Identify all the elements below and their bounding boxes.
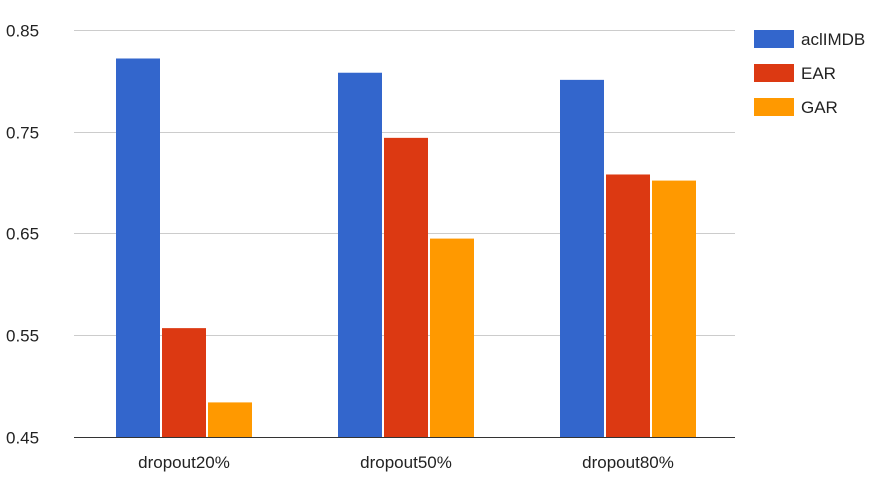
x-tick-label: dropout20% bbox=[138, 453, 230, 472]
y-tick-label: 0.75 bbox=[6, 124, 39, 143]
bar-aclimdb-dropout80 bbox=[560, 79, 604, 438]
legend: aclIMDB EAR GAR bbox=[754, 30, 865, 117]
legend-swatch-ear bbox=[754, 64, 794, 82]
x-tick-label: dropout80% bbox=[582, 453, 674, 472]
y-axis-tick-labels: 0.45 0.55 0.65 0.75 0.85 bbox=[6, 22, 39, 448]
bar-ear-dropout80 bbox=[606, 174, 650, 438]
bars bbox=[116, 58, 696, 438]
legend-swatch-aclimdb bbox=[754, 30, 794, 48]
bar-gar-dropout20 bbox=[208, 402, 252, 437]
bar-ear-dropout50 bbox=[384, 137, 428, 438]
y-tick-label: 0.85 bbox=[6, 22, 39, 41]
bar-gar-dropout80 bbox=[652, 180, 696, 437]
legend-label-aclimdb: aclIMDB bbox=[801, 30, 865, 49]
y-tick-label: 0.55 bbox=[6, 327, 39, 346]
bar-aclimdb-dropout50 bbox=[338, 72, 382, 438]
bar-ear-dropout20 bbox=[162, 328, 206, 437]
y-tick-label: 0.65 bbox=[6, 225, 39, 244]
bar-aclimdb-dropout20 bbox=[116, 58, 160, 438]
legend-label-ear: EAR bbox=[801, 64, 836, 83]
bar-gar-dropout50 bbox=[430, 238, 474, 437]
y-tick-label: 0.45 bbox=[6, 429, 39, 448]
x-tick-label: dropout50% bbox=[360, 453, 452, 472]
x-axis-tick-labels: dropout20% dropout50% dropout80% bbox=[138, 453, 674, 472]
legend-swatch-gar bbox=[754, 98, 794, 116]
legend-label-gar: GAR bbox=[801, 98, 838, 117]
